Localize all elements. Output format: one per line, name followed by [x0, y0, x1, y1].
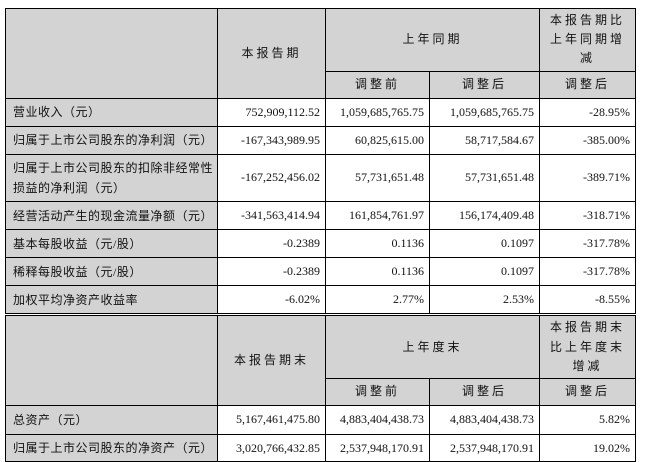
cell-change: 19.02% [539, 433, 637, 462]
cell-change: 5.82% [539, 404, 637, 435]
row-label: 经营活动产生的现金流量净额（元） [5, 201, 218, 231]
subheader-after-adjust: 调整后 [428, 70, 541, 99]
period-comparison-table: 本报告期 上年同期 本报告期比上年同期增减 调整前 调整后 调整后 营业收入（元… [5, 8, 637, 315]
row-label: 稀释每股收益（元/股） [5, 257, 218, 287]
row-label: 基本每股收益（元/股） [5, 229, 218, 259]
cell-change: -318.71% [539, 201, 637, 231]
cell-change: -385.00% [539, 125, 637, 155]
cell-after: 4,883,404,438.73 [428, 404, 541, 435]
cell-change: -389.71% [539, 153, 637, 203]
cell-after: 58,717,584.67 [428, 125, 541, 155]
corner-cell [5, 315, 218, 406]
cell-after: 0.1097 [428, 229, 541, 259]
header-change-group: 本报告期比上年同期增减 [539, 8, 637, 72]
table-row: 归属于上市公司股东的净资产（元） 3,020,766,432.85 2,537,… [5, 433, 637, 462]
cell-current: -167,252,456.02 [217, 153, 326, 203]
cell-before: 57,731,651.48 [325, 153, 430, 203]
header-current-period-end: 本报告期末 [217, 315, 326, 406]
cell-current: -167,343,989.95 [217, 125, 326, 155]
cell-before: 0.1136 [325, 229, 430, 259]
cell-after: 2,537,948,170.91 [428, 433, 541, 462]
table-row: 加权平均净资产收益率 -6.02% 2.77% 2.53% -8.55% [5, 285, 637, 315]
table-row: 基本每股收益（元/股） -0.2389 0.1136 0.1097 -317.7… [5, 229, 637, 259]
row-label: 总资产（元） [5, 404, 218, 435]
header-current-period: 本报告期 [217, 8, 326, 99]
cell-change: -317.78% [539, 257, 637, 287]
cell-before: 4,883,404,438.73 [325, 404, 430, 435]
cell-current: 3,020,766,432.85 [217, 433, 326, 462]
table-row: 经营活动产生的现金流量净额（元） -341,563,414.94 161,854… [5, 201, 637, 231]
row-label: 营业收入（元） [5, 97, 218, 127]
cell-before: 2,537,948,170.91 [325, 433, 430, 462]
header-prior-year-end-group: 上年度末 [324, 315, 541, 379]
period-end-comparison-table: 本报告期末 上年度末 本报告期末比上年度末增减 调整前 调整后 调整后 总资产（… [5, 315, 637, 462]
cell-after: 156,174,409.48 [428, 201, 541, 231]
cell-before: 2.77% [325, 285, 430, 315]
cell-before: 161,854,761.97 [325, 201, 430, 231]
header-change-group: 本报告期末比上年度末增减 [539, 315, 637, 379]
table-row: 归属于上市公司股东的扣除非经常性损益的净利润（元） -167,252,456.0… [5, 153, 637, 203]
table-row: 总资产（元） 5,167,461,475.80 4,883,404,438.73… [5, 404, 637, 435]
cell-before: 60,825,615.00 [325, 125, 430, 155]
cell-change: -8.55% [539, 285, 637, 315]
cell-change: -317.78% [539, 229, 637, 259]
header-prior-period-group: 上年同期 [324, 8, 541, 72]
subheader-before-adjust: 调整前 [325, 70, 430, 99]
corner-cell [5, 8, 218, 99]
cell-after: 0.1097 [428, 257, 541, 287]
cell-change: -28.95% [539, 97, 637, 127]
cell-current: -0.2389 [217, 257, 326, 287]
cell-current: 5,167,461,475.80 [217, 404, 326, 435]
cell-current: -0.2389 [217, 229, 326, 259]
cell-after: 57,731,651.48 [428, 153, 541, 203]
cell-after: 2.53% [428, 285, 541, 315]
financial-summary-table: 本报告期 上年同期 本报告期比上年同期增减 调整前 调整后 调整后 营业收入（元… [5, 8, 637, 462]
subheader-change-after-adjust: 调整后 [539, 70, 637, 99]
cell-after: 1,059,685,765.75 [428, 97, 541, 127]
subheader-before-adjust: 调整前 [325, 377, 430, 406]
row-label: 归属于上市公司股东的净资产（元） [5, 433, 218, 462]
subheader-after-adjust: 调整后 [428, 377, 541, 406]
subheader-change-after-adjust: 调整后 [539, 377, 637, 406]
table-row: 营业收入（元） 752,909,112.52 1,059,685,765.75 … [5, 97, 637, 127]
cell-current: -341,563,414.94 [217, 201, 326, 231]
cell-before: 1,059,685,765.75 [325, 97, 430, 127]
cell-before: 0.1136 [325, 257, 430, 287]
table-row: 稀释每股收益（元/股） -0.2389 0.1136 0.1097 -317.7… [5, 257, 637, 287]
table-row: 归属于上市公司股东的净利润（元） -167,343,989.95 60,825,… [5, 125, 637, 155]
row-label: 归属于上市公司股东的扣除非经常性损益的净利润（元） [5, 153, 218, 203]
row-label: 加权平均净资产收益率 [5, 285, 218, 315]
cell-current: -6.02% [217, 285, 326, 315]
cell-current: 752,909,112.52 [217, 97, 326, 127]
row-label: 归属于上市公司股东的净利润（元） [5, 125, 218, 155]
